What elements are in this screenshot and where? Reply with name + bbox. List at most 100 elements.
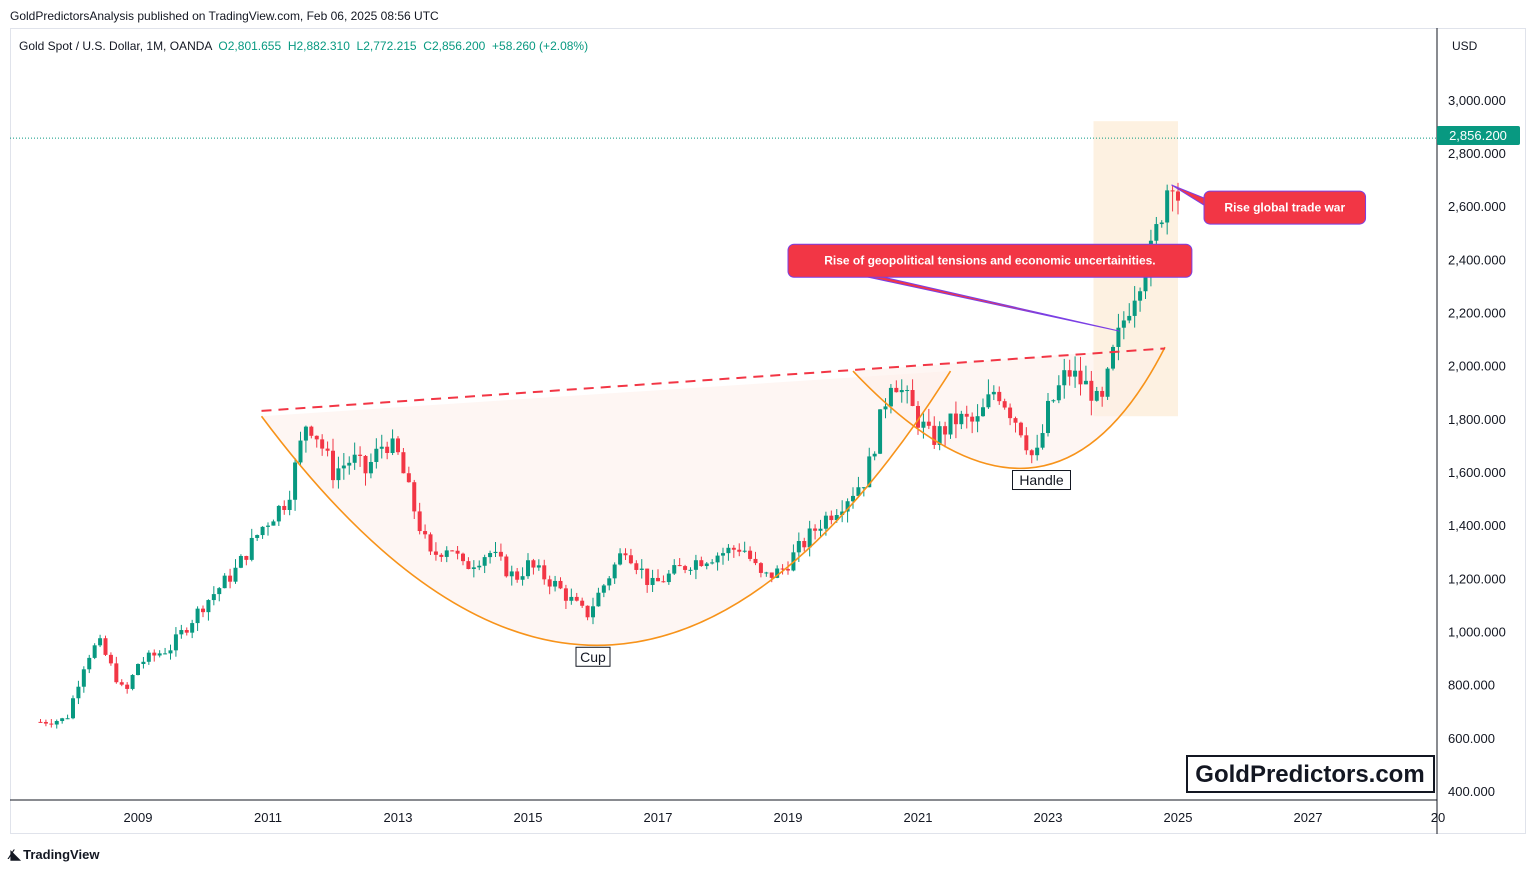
candle [964,405,969,429]
candle [119,679,124,687]
candle [1111,344,1115,371]
pattern-label: Cup [575,646,611,667]
candle [1067,359,1072,386]
candle [498,543,503,561]
candle [130,674,135,691]
candle [49,719,54,728]
candle [298,431,303,466]
candle [1018,421,1023,438]
candle [282,500,287,515]
legend-open: O2,801.655 [218,39,282,53]
annotations-group: Cup Handle Rise of geopolitical tensions a… [575,184,1367,667]
tradingview-logo[interactable]: ⁄◣ TradingView [10,846,99,863]
candle [547,575,552,595]
candle [1051,399,1056,403]
candle [471,560,476,578]
candle [677,558,682,567]
candle [618,548,623,566]
candle [856,476,861,498]
candle [883,398,888,419]
y-tick-label: 2,400.000 [1448,252,1506,267]
candle [656,569,660,582]
candle [163,647,168,655]
candle [195,606,200,631]
candle [1008,403,1013,426]
candle [417,502,422,535]
candle [699,556,704,567]
handle-curve [852,346,1166,470]
candle [1170,185,1175,212]
candle [406,466,411,483]
candle [238,554,243,569]
candle [829,510,834,525]
candle [867,447,872,488]
candle [38,718,43,723]
x-tick-label: 2013 [384,810,413,825]
candle [710,559,715,565]
x-tick-label: 2017 [644,810,673,825]
candle [845,498,850,523]
candle [314,435,319,448]
candle [1138,287,1143,312]
candle [580,597,585,608]
candle [1132,286,1137,328]
candle [607,576,612,591]
candle [851,487,855,509]
candle [303,425,308,453]
legend-change: +58.260 (+2.08%) [492,39,589,53]
candle [331,438,335,489]
x-tick-label: 2019 [774,810,803,825]
candle [1040,424,1045,450]
candle [520,567,525,586]
candle [997,386,1002,405]
candle [244,555,249,566]
candle [596,587,601,607]
candle [753,551,758,566]
y-tick-label: 600.000 [1448,731,1495,746]
watermark-text: GoldPredictors.com [1195,761,1424,788]
candle [358,446,363,467]
y-tick-label: 2,600.000 [1448,199,1506,214]
candle [325,441,330,457]
last-price-badge: 2,856.200 [1437,126,1520,145]
candle [439,553,444,562]
candle [211,586,216,606]
candle [807,520,812,557]
candle [737,543,742,557]
candle [612,562,617,584]
candle [1073,356,1078,388]
candle [336,456,341,489]
callout: Rise global trade war [1171,184,1367,225]
candle [71,695,75,720]
candle [43,719,48,727]
candle [1083,365,1088,385]
candle [748,546,753,562]
candle [423,524,428,539]
candle [661,575,666,583]
candle [179,624,184,639]
last-price-label: 2,856.200 [1449,128,1507,143]
x-tick-label: 2025 [1164,810,1193,825]
y-tick-label: 1,400.000 [1448,518,1506,533]
callout-text: Rise global trade war [1224,201,1345,215]
pattern-label-text: Handle [1019,472,1064,488]
legend-symbol: Gold Spot / U.S. Dollar, 1M, OANDA [19,39,212,53]
pattern-label-text: Cup [580,649,606,665]
candle [634,560,639,575]
candle [1121,311,1126,340]
candle [531,558,536,575]
candle [899,379,904,403]
candle [347,456,352,475]
symbol-legend: Gold Spot / U.S. Dollar, 1M, OANDA O2,80… [19,39,588,53]
y-tick-label: 2,200.000 [1448,306,1506,321]
candle [569,588,574,605]
candle [428,532,433,556]
candle [905,385,910,404]
candle [157,650,162,658]
candle [92,643,97,660]
candle [141,656,146,669]
candle [125,682,130,694]
candle [390,429,395,456]
candle [450,550,455,552]
